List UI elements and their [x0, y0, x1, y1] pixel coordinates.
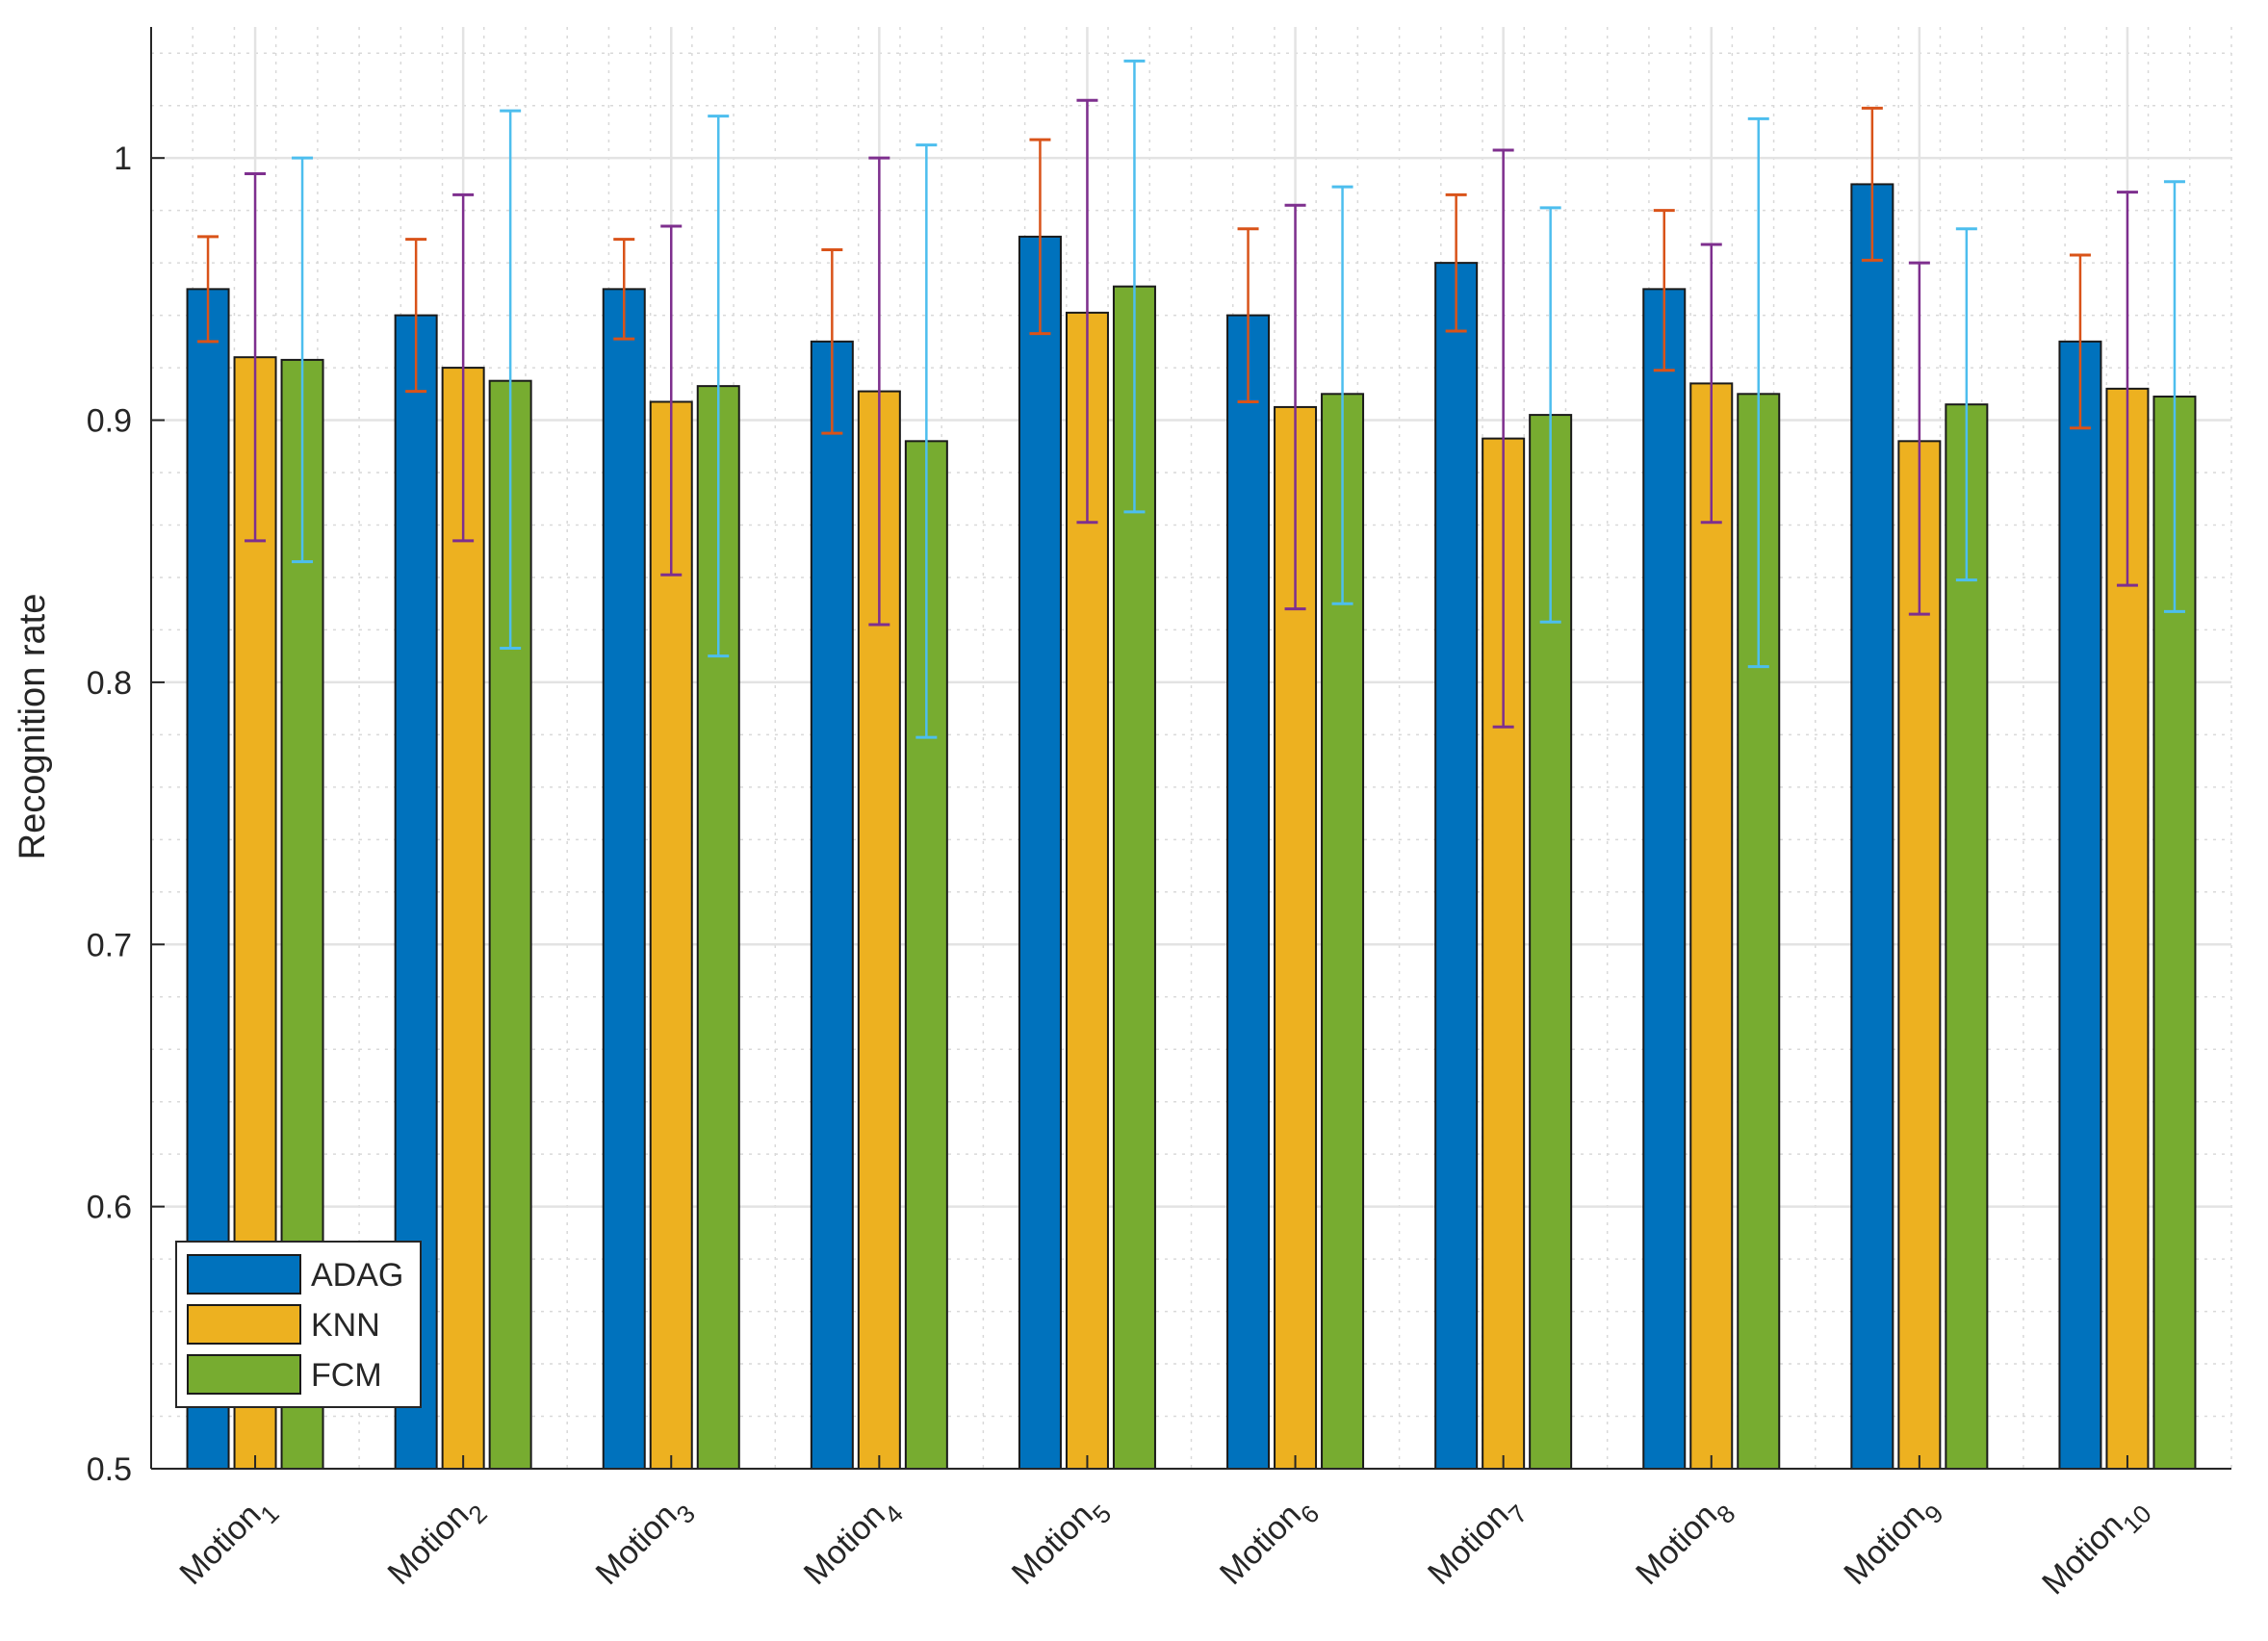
y-tick-label: 0.8	[87, 665, 132, 702]
errorbar-adag-3	[613, 238, 635, 341]
bar-adag-4	[810, 340, 854, 1471]
legend-item-adag[interactable]: ADAG	[187, 1254, 403, 1295]
y-tick-label: 1	[114, 141, 132, 177]
errorbar-adag-2	[405, 238, 427, 394]
errorbar-fcm-2	[500, 109, 522, 651]
y-tick-label: 0.6	[87, 1190, 132, 1226]
errorbar-fcm-7	[1539, 206, 1561, 624]
legend-swatch-fcm	[187, 1354, 301, 1395]
errorbar-knn-5	[1076, 98, 1098, 525]
legend-label-knn: KNN	[311, 1307, 380, 1344]
errorbar-knn-6	[1284, 203, 1306, 611]
errorbar-knn-10	[2116, 191, 2138, 587]
errorbar-adag-7	[1445, 192, 1467, 333]
legend-label-fcm: FCM	[311, 1357, 382, 1394]
legend-item-knn[interactable]: KNN	[187, 1304, 380, 1345]
legend[interactable]: ADAG KNN FCM	[175, 1241, 422, 1408]
bar-fcm-9	[1945, 403, 1989, 1471]
errorbar-fcm-6	[1331, 185, 1353, 605]
bar-knn-3	[649, 400, 693, 1471]
y-tick-label: 0.9	[87, 403, 132, 440]
error-bars	[197, 59, 2185, 739]
bar-knn-2	[441, 367, 485, 1470]
errorbar-adag-4	[821, 248, 843, 435]
bar-adag-7	[1434, 262, 1479, 1470]
axes	[150, 27, 2231, 1470]
bar-adag-3	[602, 288, 646, 1470]
errorbar-adag-8	[1653, 209, 1675, 372]
errorbar-fcm-9	[1955, 227, 1977, 582]
y-tick-label: 0.7	[87, 927, 132, 963]
errorbar-fcm-1	[292, 156, 314, 564]
bar-adag-10	[2058, 340, 2102, 1471]
errorbar-knn-2	[452, 192, 475, 543]
errorbar-adag-6	[1237, 227, 1259, 403]
bar-adag-9	[1850, 183, 1894, 1470]
errorbar-fcm-8	[1747, 116, 1769, 669]
errorbar-knn-3	[660, 224, 683, 577]
legend-swatch-knn	[187, 1304, 301, 1345]
errorbar-adag-10	[2069, 253, 2091, 430]
legend-label-adag: ADAG	[311, 1257, 403, 1294]
errorbar-knn-8	[1700, 243, 1722, 525]
bar-adag-8	[1642, 288, 1687, 1470]
errorbar-adag-5	[1029, 138, 1051, 336]
y-axis-label: Recognition rate	[13, 594, 53, 860]
errorbar-fcm-10	[2163, 180, 2185, 613]
bar-adag-5	[1018, 235, 1062, 1471]
bar-knn-8	[1689, 382, 1734, 1470]
bar-adag-6	[1226, 314, 1271, 1471]
errorbar-knn-9	[1908, 261, 1930, 616]
errorbar-knn-7	[1492, 148, 1514, 729]
bar-knn-10	[2105, 387, 2150, 1470]
errorbar-fcm-5	[1123, 59, 1146, 514]
errorbar-adag-1	[197, 235, 219, 344]
errorbar-adag-9	[1861, 106, 1883, 262]
errorbar-fcm-3	[708, 115, 730, 658]
y-tick-label: 0.5	[87, 1451, 132, 1488]
legend-swatch-adag	[187, 1254, 301, 1295]
errorbar-knn-4	[868, 156, 890, 627]
legend-item-fcm[interactable]: FCM	[187, 1354, 382, 1395]
errorbar-fcm-4	[915, 143, 938, 739]
errorbar-knn-1	[245, 172, 267, 543]
